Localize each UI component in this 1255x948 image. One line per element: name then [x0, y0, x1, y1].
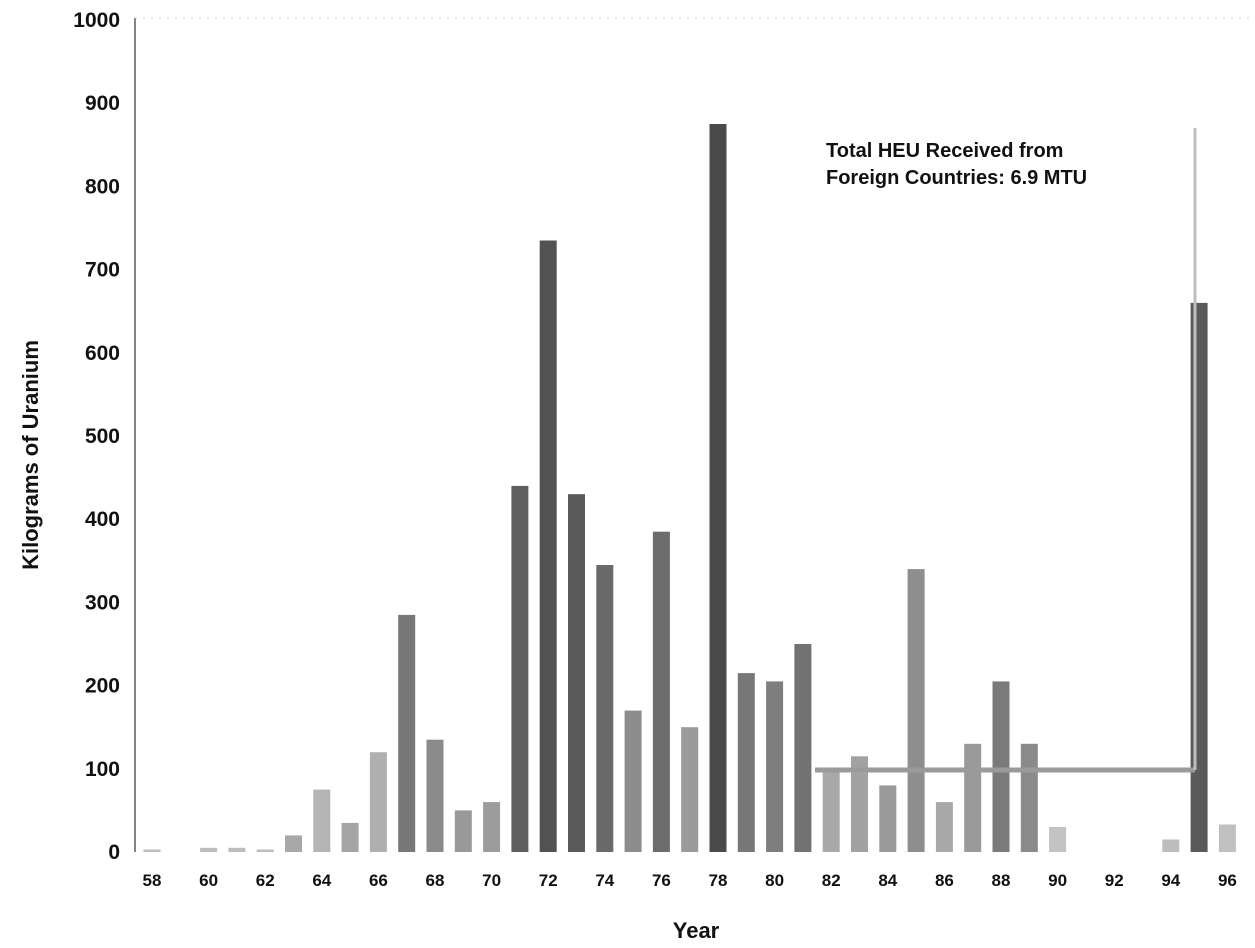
bar-82: [822, 768, 840, 852]
bar-79: [737, 673, 755, 852]
y-tick-label: 1000: [73, 9, 120, 32]
y-tick-label: 800: [85, 175, 120, 198]
bar-70: [483, 802, 501, 852]
x-tick-label: 84: [878, 871, 897, 890]
bar-85: [907, 569, 925, 852]
bar-73: [568, 494, 585, 852]
x-axis: 58 60 62 64 66 68 70 72 74 76 78 80 82 84 86 88 90 92 94 96: [143, 871, 1237, 890]
y-tick-label: 400: [85, 508, 120, 531]
x-tick-label: 96: [1218, 871, 1237, 890]
x-tick-label: 82: [822, 871, 841, 890]
bar-67: [398, 614, 416, 852]
bar-74: [596, 565, 614, 852]
bar-96: [1218, 824, 1236, 852]
x-tick-label: 68: [426, 871, 445, 890]
y-tick-label: 100: [85, 758, 120, 781]
bar-60: [200, 847, 218, 852]
x-tick-label: 86: [935, 871, 954, 890]
x-tick-label: 62: [256, 871, 275, 890]
y-tick-label: 300: [85, 591, 120, 614]
x-tick-label: 78: [709, 871, 728, 890]
x-tick-label: 92: [1105, 871, 1124, 890]
bar-64: [313, 789, 331, 852]
bar-87: [964, 743, 982, 852]
y-tick-label: 200: [85, 675, 120, 698]
y-axis: 0 100 200 300 400 500 600 700 800 900 1000: [73, 9, 1250, 864]
bar-71: [511, 485, 529, 852]
bars: [143, 124, 1236, 852]
x-tick-label: 64: [312, 871, 331, 890]
annotation-line-2: Foreign Countries: 6.9 MTU: [826, 167, 1087, 189]
x-tick-label: 94: [1161, 871, 1180, 890]
x-tick-label: 66: [369, 871, 388, 890]
x-axis-label: Year: [673, 918, 720, 943]
y-tick-label: 0: [108, 841, 120, 864]
y-tick-label: 600: [85, 342, 120, 365]
bar-72: [539, 240, 557, 852]
x-tick-label: 88: [992, 871, 1011, 890]
bar-63: [285, 835, 302, 852]
annotation-box: Total HEU Received from Foreign Countrie…: [815, 128, 1197, 773]
bar-58: [143, 849, 161, 852]
bar-80: [766, 681, 784, 852]
bar-65: [341, 822, 359, 852]
x-tick-label: 90: [1048, 871, 1067, 890]
bar-78: [709, 124, 727, 852]
bar-88: [992, 681, 1010, 852]
bar-76: [652, 531, 670, 852]
y-axis-label: Kilograms of Uranium: [18, 340, 43, 570]
bar-89: [1020, 743, 1038, 852]
x-tick-label: 80: [765, 871, 784, 890]
bar-68: [426, 739, 444, 852]
bar-69: [454, 810, 472, 852]
y-tick-label: 900: [85, 92, 120, 115]
bar-77: [681, 727, 699, 852]
bar-61: [228, 847, 246, 852]
bar-90: [1049, 827, 1067, 852]
bar-62: [256, 849, 274, 852]
bar-94: [1162, 839, 1180, 852]
bar-75: [624, 710, 642, 852]
bar-83: [851, 756, 868, 852]
x-tick-label: 60: [199, 871, 218, 890]
bar-81: [794, 644, 812, 852]
x-tick-label: 74: [595, 871, 614, 890]
x-tick-label: 72: [539, 871, 558, 890]
x-tick-label: 70: [482, 871, 501, 890]
bar-84: [879, 785, 897, 852]
bar-86: [935, 802, 953, 852]
x-tick-label: 76: [652, 871, 671, 890]
y-tick-label: 500: [85, 425, 120, 448]
x-tick-label: 58: [143, 871, 162, 890]
bar-66: [369, 752, 387, 852]
annotation-line-1: Total HEU Received from: [826, 140, 1063, 162]
y-tick-label: 700: [85, 259, 120, 282]
